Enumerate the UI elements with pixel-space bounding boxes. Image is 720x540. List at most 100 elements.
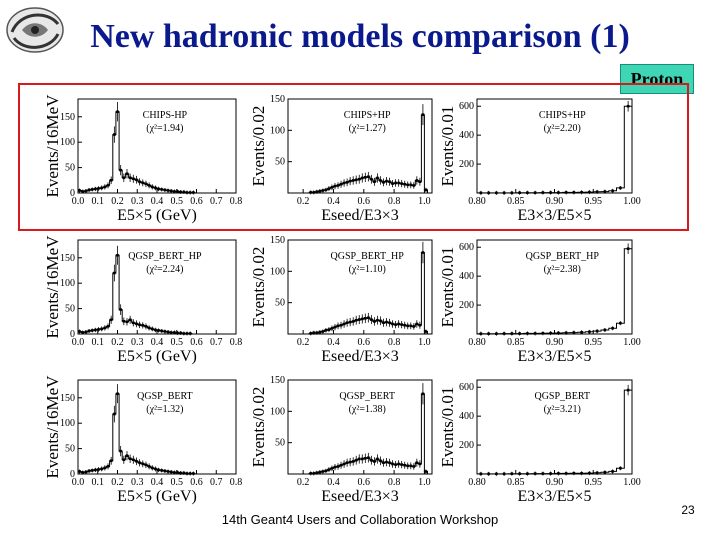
data-point [580,190,583,194]
data-point [403,182,407,186]
data-point [87,469,91,473]
y-tick-label: 100 [270,406,285,417]
data-point [333,184,337,188]
data-point [312,472,316,475]
data-point [141,181,145,185]
data-point [533,332,537,335]
data-point [421,113,425,116]
data-point [409,464,413,468]
data-point [119,308,122,311]
data-point [185,472,189,475]
data-point [518,332,521,335]
data-point [330,467,334,470]
data-point [370,458,373,462]
model-label: QGSP_BERT [534,391,590,402]
x-axis-label: Eseed/E3×3 [321,348,398,365]
x-tick-label: 0.3 [131,196,144,207]
data-point [90,329,94,332]
data-point [336,465,340,468]
slide-title: New hadronic models comparison (1) [90,18,630,55]
data-point [360,457,364,461]
data-point [147,465,151,468]
x-tick-label: 0.1 [92,337,105,348]
x-tick-label: 0.1 [92,477,105,488]
data-point [518,191,521,195]
data-point [321,189,325,192]
data-point [619,466,622,470]
data-point [603,328,607,332]
data-point [113,271,116,275]
data-point [400,182,403,185]
data-point [324,469,328,473]
data-point [595,190,599,194]
data-point [122,319,126,323]
plot-frame [287,239,433,335]
x-tick-label: 1.00 [623,477,641,488]
data-point [406,324,410,328]
data-point [549,472,552,475]
data-point [354,178,358,182]
x-tick-label: 1.0 [418,477,431,488]
page-number: 23 [681,503,695,517]
data-point [379,319,382,323]
x-axis-label: E5×5 (GeV) [117,207,197,224]
chi2-label: (χ²=3.21) [544,404,581,415]
histogram-line [476,389,633,475]
chi2-label: (χ²=1.27) [349,123,386,134]
data-point [388,180,391,184]
y-axis-label: Events/16MeV [43,94,62,198]
data-point [367,175,370,179]
data-point [141,462,145,466]
data-point [572,331,576,334]
data-point [360,176,364,180]
x-tick-label: 0.8 [388,196,401,207]
data-point [345,181,349,184]
x-axis-label: Eseed/E3×3 [321,207,398,224]
chi2-label: (χ²=1.32) [146,404,183,415]
data-point [580,330,583,334]
data-point [309,191,313,194]
data-point [388,461,391,465]
data-point [103,466,107,470]
model-label: CHIPS+HP [539,110,586,121]
data-point [526,472,529,476]
data-point [157,187,160,191]
data-point [611,189,614,193]
model-label: QGSP_BERT_HP [331,251,405,262]
data-point [147,184,151,187]
x-tick-label: 0.85 [507,196,525,207]
model-label: QGSP_BERT_HP [526,251,600,262]
y-tick-label: 100 [270,125,285,136]
y-tick-label: 50 [275,438,285,449]
data-point [510,332,514,335]
data-point [138,180,141,184]
y-axis-label: Events/0.02 [249,106,268,187]
data-point [557,331,560,335]
histogram-line [77,111,199,194]
data-point [166,470,170,473]
data-point [354,318,358,322]
x-tick-label: 0.2 [111,196,124,207]
data-point [502,191,506,195]
data-point [138,323,141,327]
data-point [94,187,97,191]
data-point [106,325,110,328]
data-point [348,179,352,183]
data-point [495,332,498,336]
data-point [549,191,552,194]
data-point [176,190,179,193]
data-point [97,328,100,331]
data-point [370,318,373,321]
data-point [94,468,97,472]
data-point [595,471,599,475]
data-point [397,181,400,185]
data-point [100,327,103,331]
data-point [479,332,483,336]
data-point [376,457,379,461]
data-point [626,247,630,250]
data-point [603,470,607,474]
y-axis-label: Events/0.02 [249,247,268,328]
x-tick-label: 0.7 [210,477,223,488]
data-point [116,392,119,396]
